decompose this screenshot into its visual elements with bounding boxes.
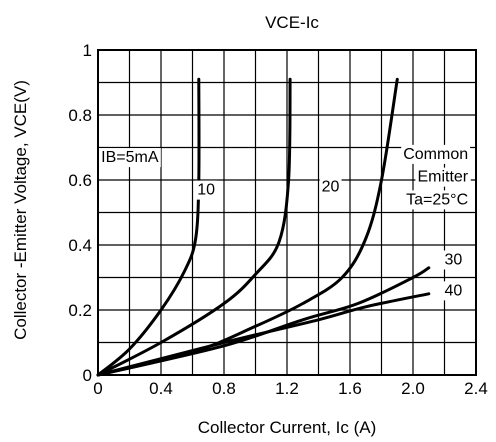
curve-series-2 xyxy=(96,77,292,377)
condition-annotation-3: Ta=25°C xyxy=(404,190,471,210)
x-tick-label: 1.6 xyxy=(338,379,362,398)
condition-annotation-text: Ta=25°C xyxy=(406,191,468,208)
curve-series-4 xyxy=(96,266,431,377)
y-tick-label: 0.4 xyxy=(68,236,92,255)
x-tick-label: 0.4 xyxy=(149,379,173,398)
chart-title: VCE-Ic xyxy=(265,13,319,32)
tick-labels: 0 0.4 0.8 1.2 1.6 2.0 2.4 0 0.2 0.4 0.6 0.8 1 xyxy=(68,41,487,398)
y-tick-label: 0 xyxy=(83,366,92,385)
condition-annotation-2: Emitter xyxy=(415,167,471,187)
y-tick-label: 0.6 xyxy=(68,171,92,190)
curve-label-5: 40 xyxy=(442,281,465,301)
curve-label-background xyxy=(319,177,342,197)
curve-label-3: 20 xyxy=(319,177,342,197)
curve-series-5 xyxy=(96,292,431,377)
y-tick-label: 1 xyxy=(83,41,92,60)
curve-label-text: 30 xyxy=(445,252,463,269)
curve-label-2: 10 xyxy=(195,180,218,200)
curve-labels: IB=5mA 10 20 30 40 Common Emitter Ta=25°C xyxy=(99,144,471,301)
curves xyxy=(96,77,431,377)
condition-annotation-1: Common xyxy=(401,144,471,164)
x-tick-label: 2.4 xyxy=(464,379,488,398)
curve-label-background xyxy=(442,281,465,301)
curve-label-text: 10 xyxy=(197,182,215,199)
y-tick-label: 0.2 xyxy=(68,301,92,320)
x-tick-label: 0 xyxy=(93,379,102,398)
y-axis-label: Collector -Emitter Voltage, VCE(V) xyxy=(11,80,30,340)
condition-annotation-text: Common xyxy=(403,146,468,163)
curve-series-3 xyxy=(96,77,399,377)
condition-annotation-background xyxy=(404,190,471,210)
curve-label-background xyxy=(195,180,218,200)
condition-annotation-text: Emitter xyxy=(417,169,468,186)
x-tick-label: 0.8 xyxy=(212,379,236,398)
x-tick-label: 1.2 xyxy=(275,379,299,398)
curve-label-4: 30 xyxy=(442,250,465,270)
curve-series-1 xyxy=(96,77,201,377)
x-axis-label: Collector Current, Ic (A) xyxy=(198,418,377,437)
curve-label-1: IB=5mA xyxy=(99,148,161,168)
plot-frame xyxy=(97,49,477,376)
curve-label-text: 20 xyxy=(322,178,340,195)
x-tick-label: 2.0 xyxy=(401,379,425,398)
condition-annotation-background xyxy=(401,144,471,164)
curve-label-background xyxy=(442,250,465,270)
condition-annotation-background xyxy=(415,167,471,187)
curve-label-text: IB=5mA xyxy=(101,149,159,166)
curve-label-text: 40 xyxy=(445,282,463,299)
y-tick-label: 0.8 xyxy=(68,106,92,125)
curve-label-background xyxy=(99,148,161,168)
